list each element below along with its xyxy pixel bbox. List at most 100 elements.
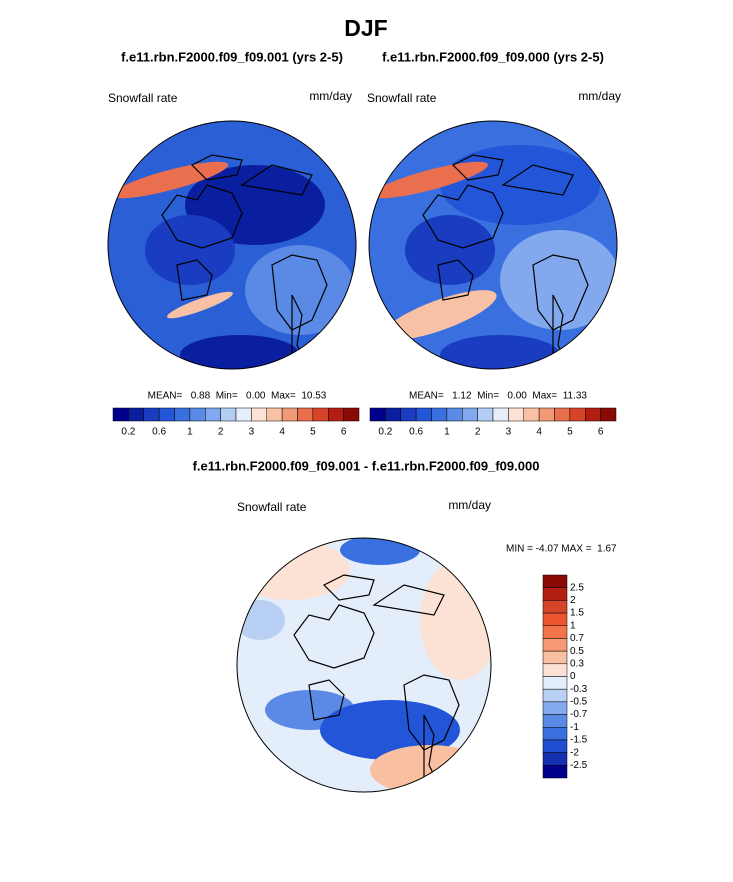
- colorbar-label: 0.6: [409, 427, 423, 438]
- colorbar-label: -0.3: [570, 684, 588, 695]
- colorbar-box: [600, 407, 617, 422]
- panel-stats: MEAN= 1.12 Min= 0.00 Max= 11.33: [409, 391, 587, 402]
- colorbar-label: 1.5: [570, 608, 584, 619]
- colorbar-label: 5: [310, 427, 316, 438]
- colorbar-box: [538, 407, 555, 422]
- colorbar-box: [143, 407, 160, 422]
- diff-title: f.e11.rbn.F2000.f09_f09.001 - f.e11.rbn.…: [193, 458, 540, 473]
- colorbar-box: [112, 407, 129, 422]
- colorbar-box: [266, 407, 283, 422]
- colorbar-box: [523, 407, 540, 422]
- colorbar-box: [189, 407, 206, 422]
- colorbar-box: [369, 407, 386, 422]
- colorbar-box: [542, 574, 568, 588]
- colorbar-box: [281, 407, 298, 422]
- colorbar-label: 0.6: [152, 427, 166, 438]
- colorbar-label: 1: [187, 427, 193, 438]
- panel-subtitle: f.e11.rbn.F2000.f09_f09.001 (yrs 2-5): [121, 49, 343, 64]
- colorbar-box: [297, 407, 314, 422]
- figure-title: DJF: [344, 15, 387, 41]
- colorbar-box: [431, 407, 448, 422]
- colorbar-label: 2.5: [570, 582, 584, 593]
- labels: f.e11.rbn.F2000.f09_f09.001 (yrs 2-5) Sno…: [108, 49, 621, 779]
- colorbar-box: [415, 407, 432, 422]
- colorbar-label: -2: [570, 747, 579, 758]
- panel-label: Snowfall rate: [367, 91, 437, 105]
- colorbar-box: [542, 727, 568, 741]
- colorbar-label: 2: [475, 427, 481, 438]
- panel-subtitle: f.e11.rbn.F2000.f09_f09.000 (yrs 2-5): [382, 49, 604, 64]
- colorbar-box: [508, 407, 524, 422]
- colorbar-box: [542, 600, 568, 614]
- colorbar-box: [462, 407, 478, 422]
- panel-stats: MEAN= 0.88 Min= 0.00 Max= 10.53: [148, 391, 327, 402]
- colorbar-label: 0.7: [570, 633, 584, 644]
- map: [108, 121, 356, 369]
- colorbar-box: [554, 407, 571, 422]
- colorbar-label: 1: [444, 427, 450, 438]
- panel-label: Snowfall rate: [108, 91, 178, 105]
- map-border: [107, 120, 357, 370]
- panel-units: mm/day: [309, 89, 352, 103]
- colorbar-box: [542, 663, 568, 677]
- diff-stats: MIN = -4.07 MAX = 1.67: [506, 544, 617, 555]
- map: [369, 121, 617, 369]
- colorbar-label: -0.5: [570, 697, 588, 708]
- colorbar-box: [542, 650, 568, 665]
- colorbar-label: -2.5: [570, 760, 588, 771]
- map-border: [236, 537, 492, 793]
- colorbar-label: 6: [341, 427, 347, 438]
- colorbar-label: 2: [218, 427, 224, 438]
- colorbar-box: [220, 407, 237, 422]
- colorbar-label: 4: [536, 427, 542, 438]
- colorbar-label: 0: [570, 671, 576, 682]
- colorbar-label: 6: [598, 427, 604, 438]
- colorbar-label: 1: [570, 620, 576, 631]
- colorbar-label: -1: [570, 722, 579, 733]
- colorbar-label: 5: [567, 427, 573, 438]
- colorbar-box: [542, 714, 568, 728]
- colorbar-label: 2: [570, 595, 576, 606]
- colorbar-box: [585, 407, 601, 422]
- colorbar-box: [542, 765, 568, 779]
- colorbar-box: [446, 407, 463, 422]
- colorbar-label: 0.5: [570, 646, 584, 657]
- panel-units: mm/day: [578, 89, 621, 103]
- colorbar-box: [251, 407, 267, 422]
- colorbar-box: [542, 688, 568, 703]
- colorbar-label: 0.2: [378, 427, 392, 438]
- colorbar-box: [542, 587, 568, 601]
- map-border: [368, 120, 618, 370]
- colorbar-label: 3: [249, 427, 255, 438]
- colorbar-box: [569, 407, 586, 422]
- colorbar-label: 0.2: [121, 427, 135, 438]
- colorbar-box: [205, 407, 221, 422]
- colorbar-box: [235, 407, 252, 422]
- colorbar-box: [542, 612, 568, 626]
- colorbar-box: [158, 407, 175, 422]
- colorbar-box: [400, 407, 417, 422]
- colorbar-box: [174, 407, 191, 422]
- colorbar-label: -0.7: [570, 709, 588, 720]
- colorbar-label: 3: [506, 427, 512, 438]
- map: [237, 538, 491, 792]
- colorbar-box: [542, 676, 568, 690]
- colorbar-box: [328, 407, 344, 422]
- colorbar-box: [477, 407, 494, 422]
- colorbar-label: -1.5: [570, 735, 588, 746]
- colorbar-label: 4: [279, 427, 285, 438]
- colorbar-box: [542, 638, 568, 652]
- colorbar-box: [542, 739, 568, 753]
- colorbar-box: [492, 407, 509, 422]
- colorbar-box: [542, 752, 568, 766]
- colorbar-box: [312, 407, 329, 422]
- colorbar-box: [343, 407, 360, 422]
- colorbar-box: [128, 407, 144, 422]
- diff-label: Snowfall rate: [237, 500, 307, 514]
- colorbar-box: [542, 625, 568, 639]
- diff-units: mm/day: [448, 498, 491, 512]
- colorbar-box: [385, 407, 401, 422]
- colorbar-box: [542, 701, 568, 715]
- colorbar-label: 0.3: [570, 658, 584, 669]
